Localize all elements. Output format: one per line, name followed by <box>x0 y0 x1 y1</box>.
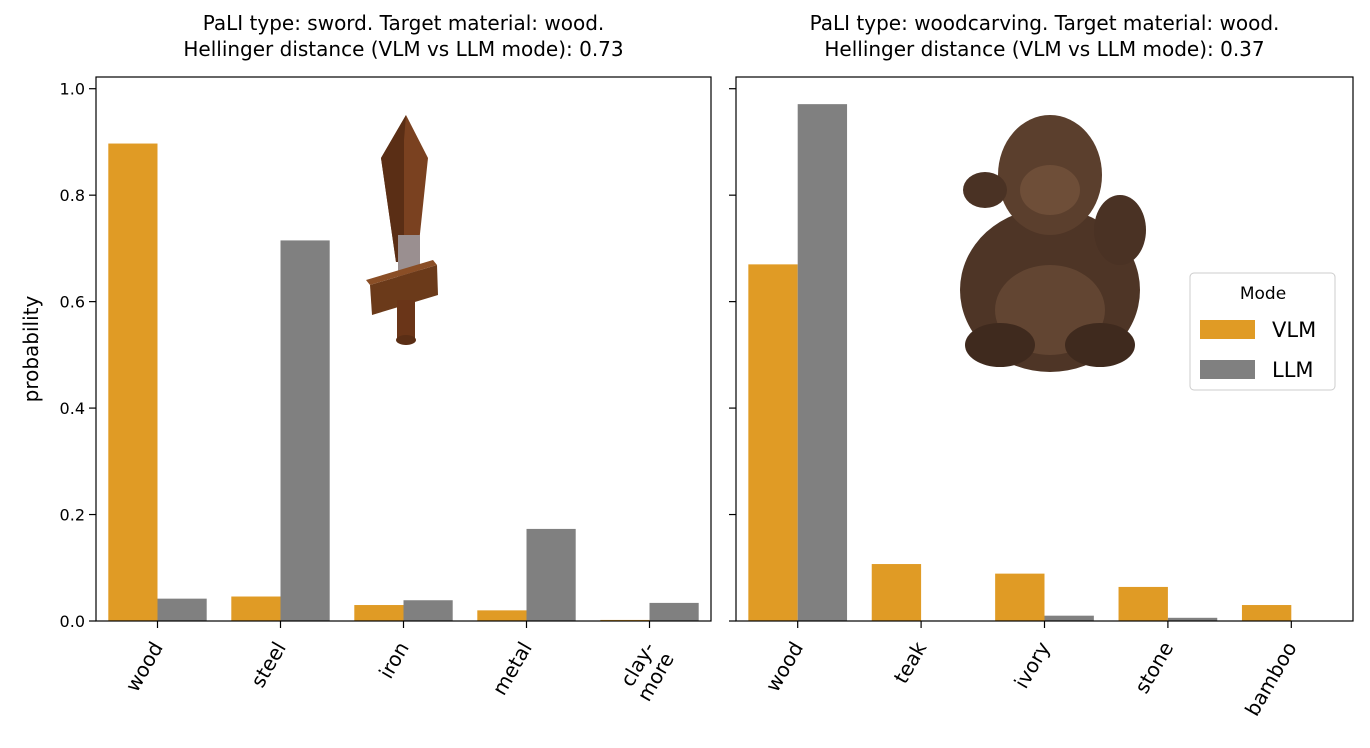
bar <box>797 104 848 621</box>
chart-title: PaLI type: woodcarving. Target material:… <box>810 11 1280 61</box>
x-tick-label: metal <box>487 638 537 700</box>
x-tick-label: bamboo <box>1240 638 1302 721</box>
woodcarving-image <box>960 115 1146 372</box>
bar <box>1167 617 1218 621</box>
y-tick-label: 0.6 <box>60 293 85 312</box>
legend-swatch <box>1200 320 1255 339</box>
bar <box>231 596 281 621</box>
bar <box>526 528 576 621</box>
x-tick-label: wood <box>760 638 808 696</box>
bar <box>477 610 527 621</box>
x-tick-label: wood <box>120 638 168 696</box>
plot-frame <box>95 76 712 622</box>
legend-swatch <box>1200 360 1255 379</box>
bar <box>108 143 158 622</box>
bar <box>1044 615 1094 621</box>
y-tick-label: 0.2 <box>60 506 85 525</box>
bar <box>1118 586 1168 621</box>
x-tick-label: clay-more <box>613 638 679 706</box>
x-tick-label: iron <box>374 638 414 683</box>
bar <box>995 573 1045 621</box>
bar <box>280 240 330 622</box>
sword-image <box>366 115 438 345</box>
x-tick-label: ivory <box>1009 637 1055 692</box>
plot-frame <box>735 76 1354 622</box>
y-tick-label: 1.0 <box>60 80 85 99</box>
x-tick-label: steel <box>246 638 291 692</box>
legend-title: Mode <box>1240 284 1286 304</box>
y-axis-label: probability <box>19 295 43 402</box>
legend-label: VLM <box>1272 318 1316 342</box>
x-tick-label: teak <box>889 637 932 687</box>
x-tick-label: stone <box>1130 638 1179 698</box>
bar <box>1241 605 1292 621</box>
legend-label: LLM <box>1272 358 1314 382</box>
bar <box>871 564 922 621</box>
y-tick-label: 0.4 <box>60 399 85 418</box>
y-tick-label: 0.0 <box>60 612 85 631</box>
bar <box>748 264 798 621</box>
chart-title: PaLI type: sword. Target material: wood.… <box>183 11 623 61</box>
bar <box>354 605 404 621</box>
y-tick-label: 0.8 <box>60 186 85 205</box>
bar <box>649 602 699 621</box>
bar <box>157 598 207 621</box>
bar <box>403 600 453 621</box>
